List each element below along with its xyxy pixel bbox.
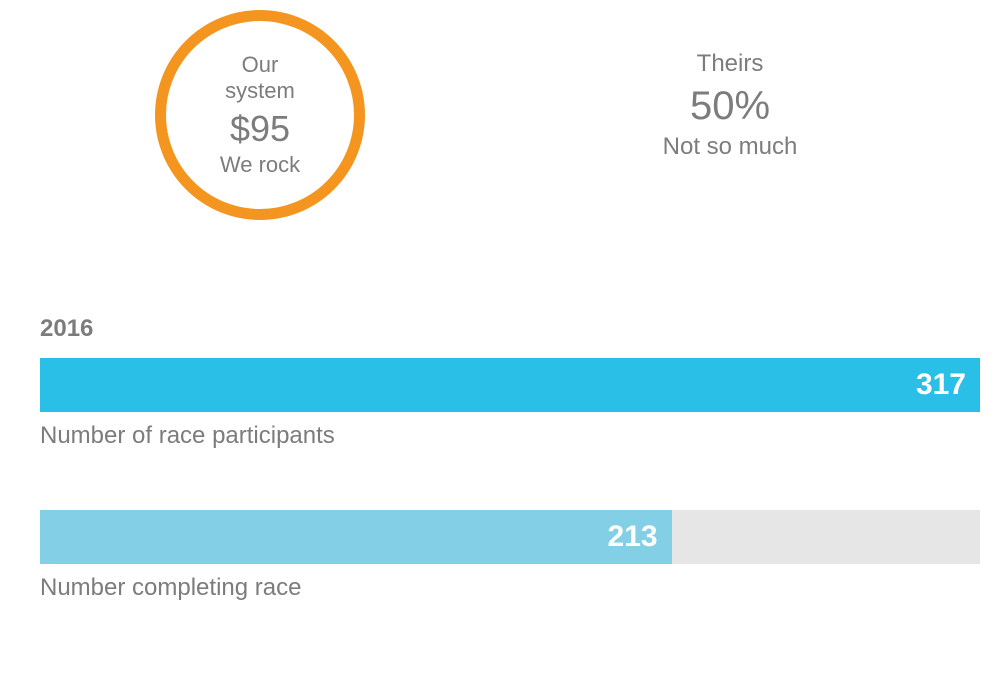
donut-title: Our system xyxy=(225,52,295,105)
theirs-title: Theirs xyxy=(600,50,860,78)
donut-title-line2: system xyxy=(225,78,295,103)
donut-content: Our system $95 We rock xyxy=(155,10,365,220)
donut-title-line1: Our xyxy=(242,52,279,77)
year-label: 2016 xyxy=(40,315,93,343)
theirs-value: 50% xyxy=(600,84,860,129)
bar-participants-track: 317 xyxy=(40,358,980,412)
bar-participants-fill: 317 xyxy=(40,358,980,412)
donut-sub: We rock xyxy=(220,152,300,178)
bar-completing-fill: 213 xyxy=(40,510,672,564)
bar-completing-label: Number completing race xyxy=(40,574,301,602)
bar-completing-value: 213 xyxy=(608,520,658,554)
our-system-donut: Our system $95 We rock xyxy=(155,10,365,220)
donut-value: $95 xyxy=(230,108,290,150)
bar-completing-track: 213 xyxy=(40,510,980,564)
theirs-block: Theirs 50% Not so much xyxy=(600,50,860,161)
bar-participants-label: Number of race participants xyxy=(40,422,335,450)
theirs-sub: Not so much xyxy=(600,133,860,161)
bar-participants-value: 317 xyxy=(916,368,966,402)
